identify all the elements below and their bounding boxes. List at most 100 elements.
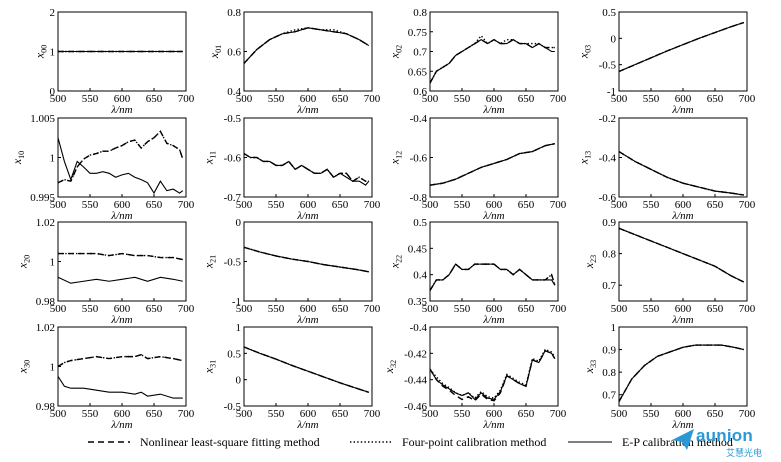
x-tick-label: 600 bbox=[114, 408, 131, 420]
x-tick-label: 500 bbox=[422, 408, 439, 420]
y-tick-label: 0.8 bbox=[602, 249, 616, 261]
plot-frame bbox=[429, 117, 559, 198]
series-line-solid bbox=[618, 22, 744, 73]
x-tick-label: 650 bbox=[146, 93, 163, 105]
series-line-dashed bbox=[429, 349, 556, 402]
x-axis-label: λ/nm bbox=[671, 104, 693, 116]
x-tick-label: 500 bbox=[611, 199, 628, 211]
panel-x23: 500 550 600 650 700 λ/nm 0.7 0.8 0.9 x23 bbox=[582, 217, 756, 326]
y-tick-label: 0.45 bbox=[408, 243, 428, 255]
x-tick-label: 650 bbox=[707, 93, 724, 105]
x-axis-label: λ/nm bbox=[110, 419, 132, 431]
x-tick-label: 650 bbox=[332, 93, 349, 105]
x-axis-label: λ/nm bbox=[671, 314, 693, 326]
x-tick-label: 600 bbox=[675, 199, 692, 211]
panel-x00: 500 550 600 650 700 λ/nm 0 1 2 x00 bbox=[32, 7, 194, 116]
y-axis-label: x11 bbox=[202, 151, 218, 165]
y-tick-label: 0.6 bbox=[413, 86, 427, 98]
legend-item-solid: E-P calibration method bbox=[568, 435, 733, 449]
series-line-dotted bbox=[58, 252, 183, 261]
x-tick-label: 550 bbox=[82, 303, 99, 315]
y-axis-label: x21 bbox=[202, 255, 218, 269]
x-tick-label: 500 bbox=[611, 303, 628, 315]
y-axis-label: x13 bbox=[577, 151, 593, 165]
x-tick-label: 650 bbox=[518, 93, 535, 105]
panel-x20: 500 550 600 650 700 λ/nm 0.98 1 1.02 x20 bbox=[16, 217, 195, 326]
x-tick-label: 550 bbox=[268, 408, 285, 420]
x-tick-label: 700 bbox=[178, 408, 195, 420]
watermark: aunion 艾慧光电 bbox=[670, 420, 780, 460]
x-axis-label: λ/nm bbox=[110, 210, 132, 222]
x-axis-label: λ/nm bbox=[296, 314, 318, 326]
y-tick-label: 2 bbox=[50, 7, 56, 19]
x-tick-label: 550 bbox=[454, 93, 471, 105]
x-axis-label: λ/nm bbox=[110, 314, 132, 326]
watermark-subtext: 艾慧光电 bbox=[726, 449, 763, 459]
x-tick-label: 700 bbox=[550, 303, 567, 315]
panel-x21: 500 550 600 650 700 λ/nm -1 -0.5 0 x21 bbox=[202, 217, 381, 326]
plot-frame bbox=[243, 117, 373, 198]
series-line-solid bbox=[243, 153, 370, 186]
series-line-solid bbox=[618, 227, 745, 283]
series-line-dashed bbox=[58, 252, 183, 261]
x-tick-label: 550 bbox=[454, 199, 471, 211]
y-tick-label: -0.42 bbox=[404, 348, 427, 360]
x-tick-label: 550 bbox=[643, 199, 660, 211]
legend-item-dashed: Nonlinear least-square fitting method bbox=[88, 435, 320, 449]
x-axis-label: λ/nm bbox=[296, 104, 318, 116]
series-line-dashed bbox=[618, 150, 744, 196]
x-tick-label: 650 bbox=[518, 408, 535, 420]
watermark-text: aunion bbox=[696, 426, 753, 445]
x-tick-label: 650 bbox=[707, 408, 724, 420]
x-tick-label: 500 bbox=[236, 199, 253, 211]
y-tick-label: -0.5 bbox=[224, 113, 242, 125]
y-axis-label: x12 bbox=[388, 151, 404, 165]
y-tick-label: 0.4 bbox=[413, 270, 427, 282]
x-tick-label: 550 bbox=[643, 408, 660, 420]
y-tick-label: 1.005 bbox=[30, 113, 55, 125]
series-line-solid bbox=[243, 346, 369, 393]
plot-frame bbox=[618, 11, 748, 92]
y-tick-label: 0.65 bbox=[408, 66, 428, 78]
panel-x31: 500 550 600 650 700 λ/nm -0.5 0 0.5 1 x31 bbox=[202, 322, 381, 431]
plot-frame bbox=[618, 117, 748, 198]
series-line-dotted bbox=[57, 130, 184, 184]
x-tick-label: 600 bbox=[300, 408, 317, 420]
series-line-solid bbox=[57, 376, 183, 399]
series-line-dashed bbox=[57, 353, 183, 368]
x-tick-label: 700 bbox=[364, 93, 381, 105]
x-tick-label: 700 bbox=[178, 199, 195, 211]
y-tick-label: 0.9 bbox=[602, 345, 616, 357]
y-axis-label: x33 bbox=[582, 360, 598, 374]
panel-x11: 500 550 600 650 700 λ/nm -0.7 -0.6 -0.5 x11 bbox=[202, 113, 381, 222]
series-line-dotted bbox=[429, 348, 556, 400]
y-tick-label: -0.8 bbox=[410, 192, 428, 204]
x-tick-label: 550 bbox=[454, 303, 471, 315]
x-tick-label: 500 bbox=[422, 199, 439, 211]
y-tick-label: 0.98 bbox=[36, 401, 56, 413]
series-line-solid bbox=[429, 350, 556, 401]
x-tick-label: 600 bbox=[114, 199, 131, 211]
panel-x03: 500 550 600 650 700 λ/nm -1 -0.5 0 0.5 x03 bbox=[577, 7, 756, 116]
panel-x01: 500 550 600 650 700 λ/nm 0.4 0.6 0.8 x01 bbox=[207, 7, 381, 116]
x-tick-label: 650 bbox=[518, 303, 535, 315]
y-tick-label: -0.44 bbox=[404, 375, 427, 387]
y-tick-label: -0.4 bbox=[599, 153, 617, 165]
plot-frame bbox=[618, 326, 748, 407]
y-tick-label: -0.4 bbox=[410, 113, 428, 125]
y-tick-label: 0.8 bbox=[602, 367, 616, 379]
x-tick-label: 700 bbox=[178, 303, 195, 315]
y-tick-label: 0.5 bbox=[413, 217, 427, 229]
plot-frame bbox=[429, 11, 559, 92]
plot-frame bbox=[429, 221, 559, 302]
plot-frame bbox=[57, 221, 187, 302]
x-tick-label: 600 bbox=[486, 93, 503, 105]
series-line-solid bbox=[57, 137, 184, 195]
y-tick-label: 0 bbox=[236, 375, 242, 387]
x-tick-label: 500 bbox=[236, 408, 253, 420]
panel-x32: 500 550 600 650 700 λ/nm -0.46 -0.44 -0.42 -0.4 x3… bbox=[382, 322, 567, 431]
y-tick-label: 0.35 bbox=[408, 296, 428, 308]
legend-item-dotted: Four-point calibration method bbox=[350, 435, 546, 449]
y-axis-label: x10 bbox=[10, 151, 26, 165]
series-line-dashed bbox=[429, 263, 556, 291]
